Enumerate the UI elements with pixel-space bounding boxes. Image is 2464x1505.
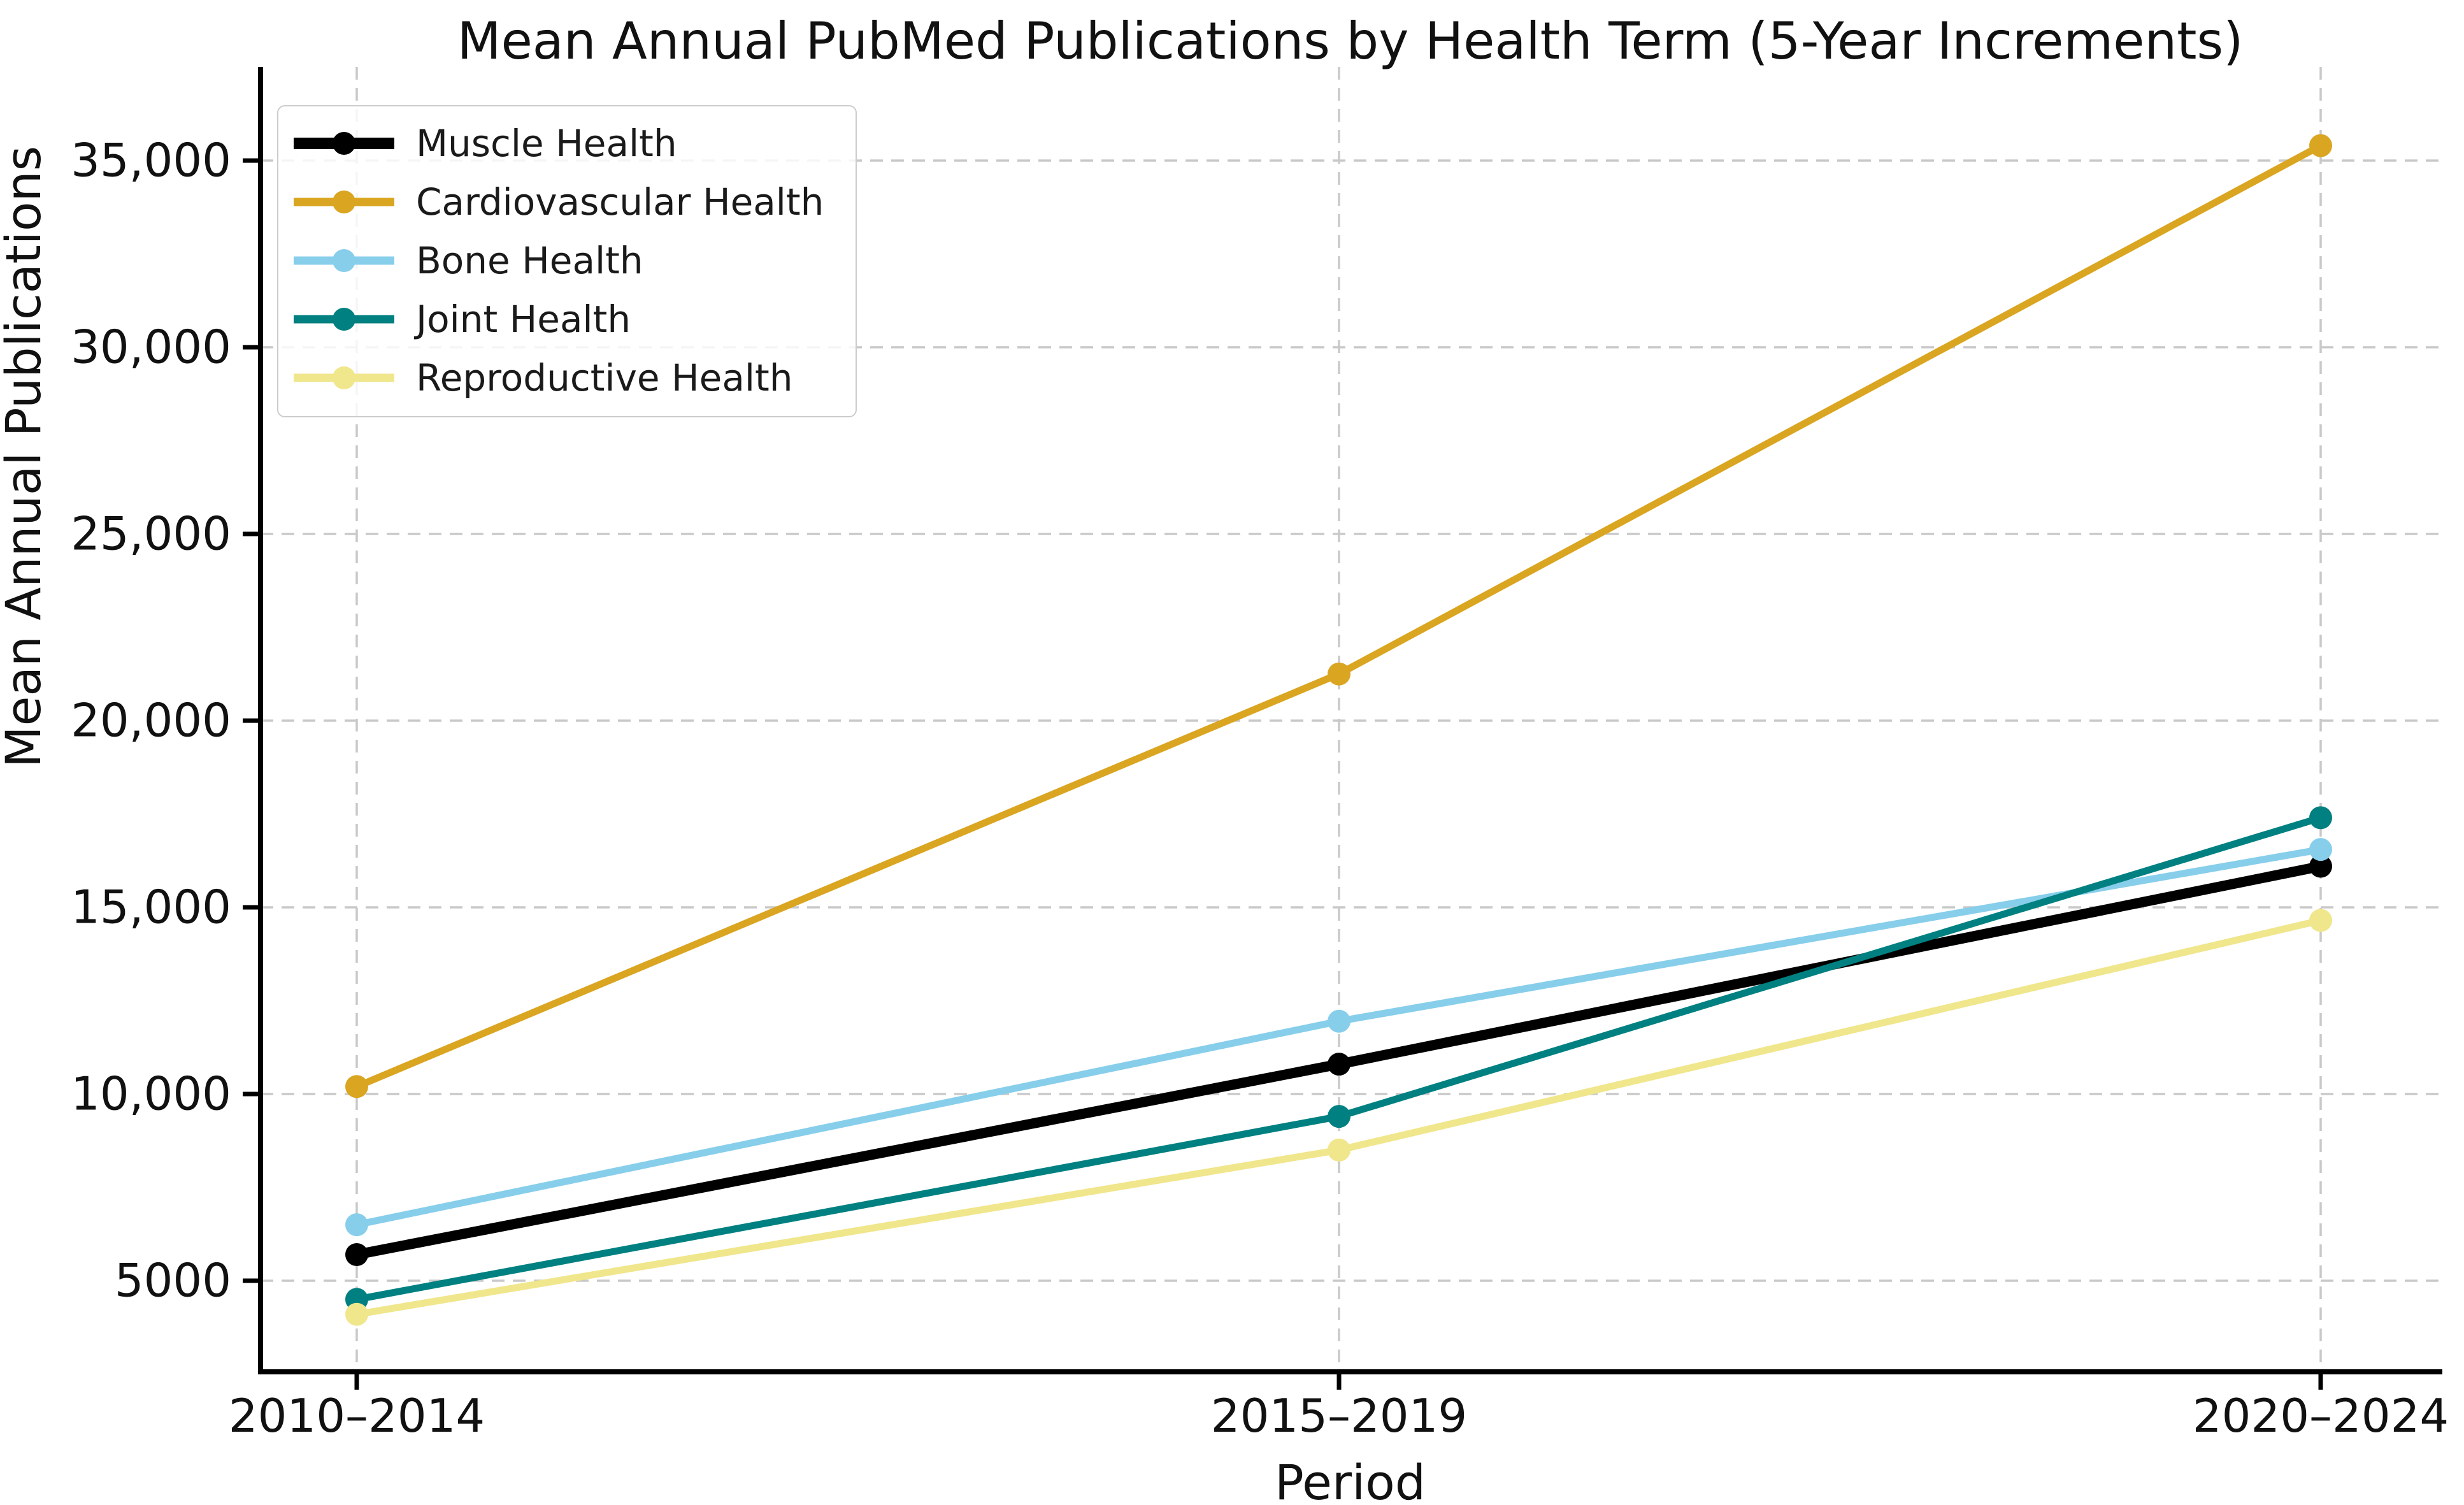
y-tick-label: 35,000 [71, 133, 231, 187]
data-point-reproductive-health-0 [345, 1302, 368, 1326]
data-point-cardiovascular-health-0 [345, 1075, 368, 1098]
data-point-joint-health-1 [1328, 1105, 1350, 1128]
y-tick-label: 20,000 [71, 693, 231, 747]
data-point-cardiovascular-health-1 [1328, 662, 1350, 686]
legend-line-sample-joint-health [294, 308, 394, 331]
legend-item-reproductive-health: Reproductive Health [290, 349, 856, 407]
legend-marker [333, 132, 355, 155]
legend-label: Reproductive Health [416, 356, 793, 400]
y-tick-label: 10,000 [71, 1067, 231, 1120]
data-point-joint-health-2 [2309, 806, 2332, 830]
legend-item-bone-health: Bone Health [290, 231, 856, 290]
legend: Muscle Health Cardiovascular Health Bone H… [277, 105, 857, 417]
x-axis-label: Period [1275, 1454, 1426, 1505]
y-tick-label: 5000 [115, 1253, 231, 1307]
data-point-reproductive-health-1 [1328, 1138, 1350, 1162]
legend-marker [333, 308, 355, 331]
legend-line-sample-reproductive-health [294, 366, 394, 389]
legend-item-joint-health: Joint Health [290, 290, 856, 349]
x-tick-label: 2015–2019 [1211, 1389, 1467, 1443]
legend-line-sample-bone-health [294, 249, 394, 272]
legend-label: Cardiovascular Health [416, 180, 824, 224]
legend-line-sample-muscle-health [294, 132, 394, 155]
data-point-bone-health-0 [345, 1213, 368, 1237]
legend-marker [333, 191, 355, 213]
chart-title: Mean Annual PubMed Publications by Healt… [457, 11, 2244, 71]
data-point-cardiovascular-health-2 [2309, 134, 2332, 157]
legend-item-cardiovascular-health: Cardiovascular Health [290, 173, 856, 231]
legend-item-muscle-health: Muscle Health [290, 114, 856, 173]
y-tick-label: 30,000 [71, 320, 231, 373]
x-tick-label: 2010–2014 [229, 1389, 485, 1443]
data-point-bone-health-2 [2309, 838, 2332, 861]
legend-marker [333, 366, 355, 389]
data-point-muscle-health-0 [345, 1242, 368, 1266]
data-point-muscle-health-1 [1328, 1053, 1350, 1076]
y-tick-label: 25,000 [71, 507, 231, 560]
legend-line-sample-cardiovascular-health [294, 191, 394, 213]
y-axis-label: Mean Annual Publications [0, 145, 52, 768]
data-point-bone-health-1 [1328, 1009, 1350, 1033]
legend-label: Joint Health [416, 298, 631, 341]
legend-label: Muscle Health [416, 122, 677, 165]
x-tick-label: 2020–2024 [2193, 1389, 2449, 1443]
data-point-reproductive-health-2 [2309, 909, 2332, 932]
legend-marker [333, 249, 355, 272]
y-tick-label: 15,000 [71, 880, 231, 933]
data-point-muscle-health-2 [2309, 854, 2332, 878]
legend-label: Bone Health [416, 239, 643, 282]
